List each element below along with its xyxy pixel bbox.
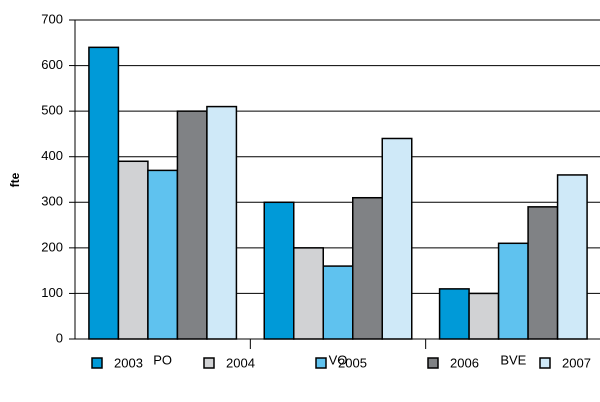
x-tick-label: PO [153,352,172,367]
y-tick-label: 200 [41,239,63,254]
bar [556,174,588,340]
legend-label: 2004 [226,355,255,370]
y-tick-label: 500 [41,103,63,118]
legend-swatch [539,357,551,369]
y-tick-label: 600 [41,57,63,72]
bar [497,242,529,340]
bar [468,292,500,340]
legend-swatch [427,357,439,369]
y-tick-label: 100 [41,285,63,300]
bar [147,169,179,340]
x-tick-label: BVE [500,352,526,367]
legend-label: 2005 [338,355,367,370]
bar [352,196,383,340]
bar [381,137,413,340]
legend-swatch [203,357,215,369]
y-tick-label: 400 [41,148,63,163]
y-tick-label: 0 [56,330,63,345]
legend-label: 2006 [450,355,479,370]
x-tick-label: VO [329,352,348,367]
legend-swatch [315,357,327,369]
y-axis-label: fte [8,172,22,187]
bar [263,201,295,340]
y-tick-label: 300 [41,194,63,209]
bar [88,46,120,340]
bar [176,110,208,340]
bar [293,247,324,340]
bar [117,160,149,340]
bar [527,206,559,340]
bar [322,265,354,340]
legend-label: 2007 [562,355,591,370]
bar [206,105,238,340]
bar [438,288,470,340]
legend-swatch [91,357,103,369]
legend-label: 2003 [114,355,143,370]
y-tick-label: 700 [41,11,63,26]
